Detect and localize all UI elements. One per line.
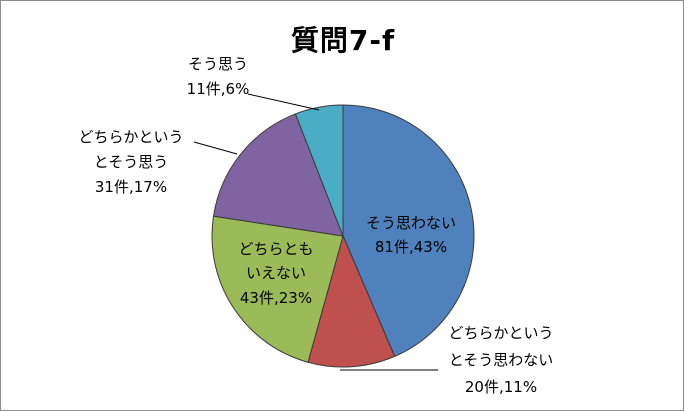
slice-label-line: そう思わない [366, 214, 456, 232]
slice-label-line: 31件,17% [95, 178, 167, 196]
slice-label-line: とそう思う [94, 153, 169, 171]
pie-slice-3 [212, 113, 344, 237]
slice-label-0: そう思わない 81件,43% [366, 214, 456, 256]
pie-slice-0 [342, 104, 475, 358]
slice-label-line: どちらとも [238, 240, 313, 258]
pie-slice-1 [307, 234, 396, 368]
pie-slice-2 [211, 215, 344, 363]
slice-label-line: 11件,6% [187, 80, 250, 98]
slice-label-line: とそう思わない [449, 351, 554, 369]
slice-label-line: そう思う [188, 55, 248, 73]
slice-label-line: どちらかという [78, 128, 183, 146]
leader-line-3 [193, 141, 238, 155]
slice-label-line: いえない [246, 264, 306, 282]
slice-label-line: どちらかという [448, 324, 553, 342]
leader-line-4 [247, 93, 320, 111]
pie-slice-4 [294, 104, 344, 237]
slice-label-line: 81件,43% [375, 238, 447, 256]
slice-label-line: 20件,11% [465, 378, 537, 396]
slice-label-line: 43件,23% [240, 289, 312, 307]
chart-title: 質問7-f [290, 24, 396, 57]
slice-label-4: そう思う 11件,6% [187, 55, 250, 98]
